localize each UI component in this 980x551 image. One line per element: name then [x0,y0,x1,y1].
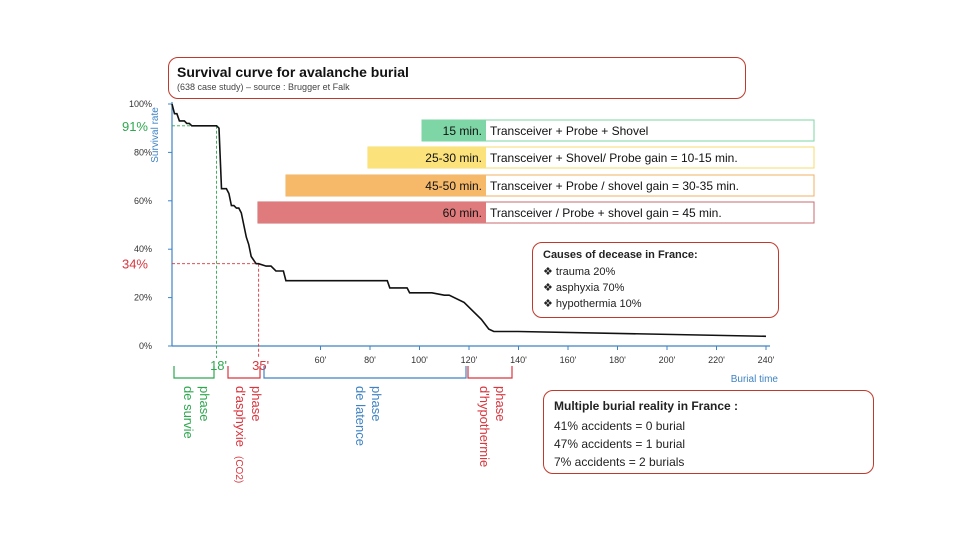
time-band-label: Transceiver + Shovel/ Probe gain = 10-15… [490,151,738,165]
phase-bracket [467,366,513,379]
x-tick-label: 180' [609,355,626,365]
multiple-item: 47% accidents = 1 burial [554,437,686,451]
x-tick-label: 220' [708,355,725,365]
y-axis-label: Survival rate [150,107,161,163]
time-band-label: Transceiver + Probe / shovel gain = 30-3… [490,179,739,193]
phase-label: de latence [353,386,368,446]
multiple-item: 41% accidents = 0 burial [554,419,686,433]
x-tick-label: 200' [659,355,676,365]
y-tick-label: 60% [134,196,152,206]
multiple-burial-box: Multiple burial reality in France : 41% … [543,390,874,474]
y-tick-label: 100% [129,99,152,109]
phase-bracket [263,366,467,379]
phase-label: d'hypothermie [477,386,492,467]
time-band-minutes: 25-30 min. [425,151,482,165]
phase-label: phase [249,386,264,421]
time-band-minutes: 45-50 min. [425,179,482,193]
x-axis-label: Burial time [731,374,779,385]
time-band-fill [368,147,486,168]
causes-item: ❖ hypothermia 10% [543,298,642,310]
time-band-label: Transceiver + Probe + Shovel [490,124,648,138]
phase-label: de survie [181,386,196,439]
phase-bracket [227,366,261,379]
survival-curve [171,103,767,338]
x-tick-label: 80' [364,355,376,365]
phase-bracket [173,366,215,379]
time-band-minutes: 60 min. [443,206,482,220]
x-tick-label: 120' [461,355,478,365]
x-tick-label: 240' [758,355,775,365]
phase-label: phase [197,386,212,421]
x-marker-label: 35' [252,358,269,373]
y-tick-label: 20% [134,293,152,303]
bullet-icon: ❖ [543,282,556,294]
causes-item: ❖ asphyxia 70% [543,282,625,294]
causes-item: ❖ trauma 20% [543,266,616,278]
time-band-label: Transceiver / Probe + shovel gain = 45 m… [490,206,722,220]
title-box: Survival curve for avalanche burial (638… [168,57,746,99]
bullet-icon: ❖ [543,266,556,278]
time-band-minutes: 15 min. [443,124,482,138]
phase-label: phase [493,386,508,421]
causes-heading: Causes of decease in France: [543,249,698,261]
time-band-fill [258,202,486,223]
time-band-fill [422,120,486,141]
chart-subtitle: (638 case study) – source : Brugger et F… [177,82,350,92]
x-tick-label: 100' [411,355,428,365]
y-tick-label: 80% [134,147,152,157]
x-tick-label: 140' [510,355,527,365]
multiple-item: 7% accidents = 2 burials [554,455,685,469]
time-band-fill [286,175,486,196]
x-tick-label: 160' [560,355,577,365]
phase-label: d'asphyxie [233,386,248,447]
marker-label: 34% [122,257,148,272]
y-tick-label: 0% [139,341,152,351]
chart-title: Survival curve for avalanche burial [177,64,409,80]
marker-label: 91% [122,119,148,134]
phase-label-suffix: (CO2) [233,456,244,483]
causes-box: Causes of decease in France: ❖ trauma 20… [532,242,779,318]
x-marker-label: 18' [210,358,227,373]
multiple-heading: Multiple burial reality in France : [554,399,739,413]
phase-label: phase [369,386,384,421]
y-tick-label: 40% [134,244,152,254]
bullet-icon: ❖ [543,298,556,310]
x-tick-label: 60' [315,355,327,365]
